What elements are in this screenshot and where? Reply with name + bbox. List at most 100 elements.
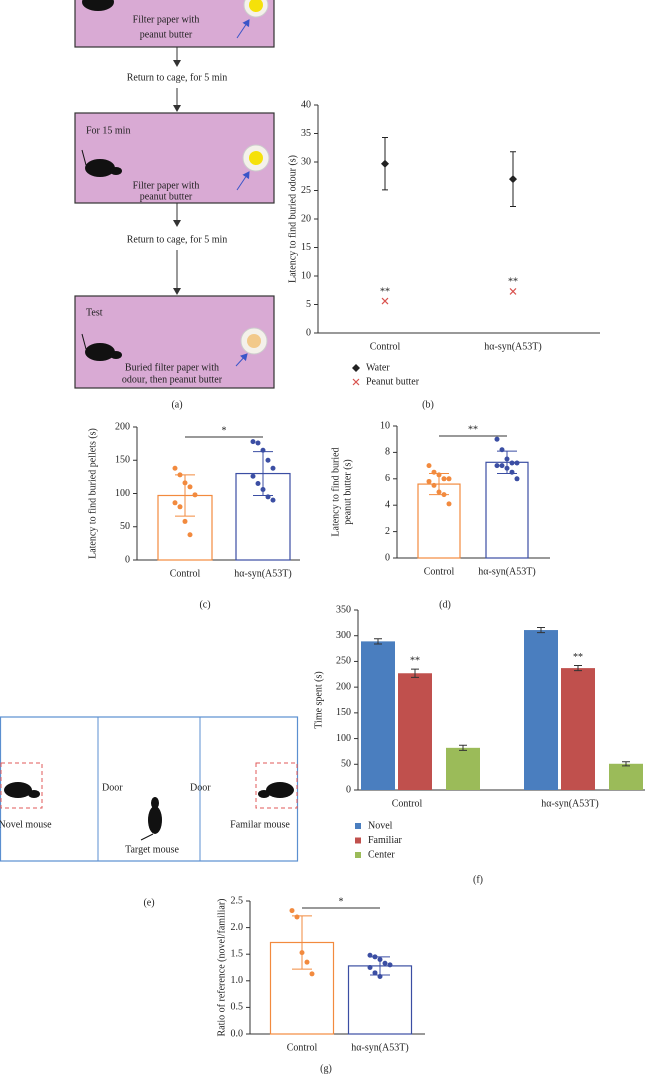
caption: (g): [320, 1063, 332, 1074]
data-point: [187, 532, 193, 538]
data-point: [441, 476, 447, 482]
data-point: [289, 908, 295, 914]
data-point: [504, 465, 510, 471]
legend-swatch: [355, 823, 361, 829]
y-tick-label: 300: [336, 630, 351, 641]
data-point: [431, 482, 437, 488]
data-point: [509, 460, 515, 466]
box-heading: For 15 min: [86, 125, 130, 136]
data-point: [299, 950, 305, 956]
x-tick-label: Control: [370, 341, 401, 352]
data-point: [270, 465, 276, 471]
point: [381, 297, 389, 305]
data-point: [255, 440, 261, 446]
y-tick-label: 6: [385, 473, 390, 484]
data-point: [265, 494, 271, 500]
y-tick-label: 4: [385, 499, 390, 510]
pointer: [236, 171, 250, 191]
mouse-head: [151, 797, 159, 809]
y-tick-label: 0: [385, 552, 390, 563]
caption: (e): [143, 897, 154, 908]
data-point: [304, 959, 310, 965]
y-tick-label: 200: [336, 681, 351, 692]
data-point: [255, 481, 261, 487]
legend-marker: [352, 364, 360, 372]
mouse-head: [28, 790, 40, 798]
caption: (b): [422, 399, 434, 410]
arena-diagram: Door Door Novel mouse Familar mouse Targ…: [0, 716, 299, 908]
buried-odour: [247, 334, 261, 348]
caption: (f): [473, 874, 483, 885]
protocol-diagram: Filter paper with peanut butter Return t…: [74, 0, 275, 410]
legend-label: Novel: [368, 820, 393, 831]
cage: [0, 762, 43, 809]
y-tick-label: 50: [341, 759, 351, 770]
mouse-head: [110, 351, 122, 359]
data-point: [309, 971, 315, 977]
error-bar: [622, 761, 630, 767]
data-point: [177, 472, 183, 478]
data-point: [367, 952, 373, 958]
caption: (a): [171, 399, 182, 410]
data-point: [265, 457, 271, 463]
box: [74, 112, 275, 204]
data-point: [436, 472, 442, 478]
y-tick-label: 100: [336, 733, 351, 744]
data-point: [426, 463, 432, 469]
label: Novel mouse: [0, 819, 52, 830]
y-tick-label: 5: [306, 299, 311, 310]
caption: (c): [199, 599, 210, 610]
x-tick-label: hα-syn(A53T): [351, 1042, 408, 1053]
mouse-tail: [81, 333, 87, 350]
mouse-icon: [266, 782, 294, 798]
bar: [361, 641, 395, 790]
peanut-butter: [249, 151, 263, 165]
mouse-tail: [81, 149, 87, 166]
y-axis-label: Latency to find buried: [330, 447, 341, 536]
x-tick-label: Control: [392, 798, 423, 809]
box-text: peanut butter: [140, 29, 193, 40]
point: [509, 287, 517, 295]
data-point: [514, 476, 520, 482]
significance: *: [339, 896, 344, 907]
box-text: Buried filter paper with: [125, 362, 219, 373]
y-axis-label: Time spent (s): [313, 671, 324, 728]
arena: [0, 716, 299, 862]
data-point: [377, 957, 383, 963]
x-tick-label: Control: [170, 568, 201, 579]
mouse-icon: [82, 0, 114, 11]
y-tick-label: 1.5: [231, 948, 244, 959]
significance: **: [508, 277, 518, 288]
y-tick-label: 25: [301, 185, 311, 196]
data-point: [372, 970, 378, 976]
data-point: [377, 974, 383, 980]
error-bar: [374, 638, 382, 645]
data-point: [382, 960, 388, 966]
y-axis-label: peanut butter (s): [342, 459, 353, 525]
step-text: Return to cage, for 5 min: [127, 72, 228, 83]
y-axis-label: Latency to find buried pellets (s): [87, 428, 98, 559]
data-point: [192, 492, 198, 498]
step-text: Return to cage, for 5 min: [127, 234, 228, 245]
error-bar: [459, 744, 467, 751]
bar: [446, 747, 480, 790]
y-tick-label: 2: [385, 526, 390, 537]
data-point: [367, 965, 373, 970]
door-label: Door: [190, 782, 211, 793]
data-point: [182, 480, 188, 486]
mouse-head: [110, 167, 122, 175]
data-point: [494, 463, 500, 469]
significance: *: [222, 425, 227, 436]
caption: (d): [439, 599, 451, 610]
data-point: [504, 456, 510, 462]
bar: [485, 461, 529, 559]
bar: [561, 668, 595, 790]
data-point: [172, 465, 178, 471]
significance: **: [410, 655, 420, 666]
data-point: [446, 501, 452, 507]
mouse-icon: [148, 806, 162, 834]
y-tick-label: 200: [115, 421, 130, 432]
box-text: Filter paper with: [133, 14, 200, 25]
data-point: [499, 463, 505, 469]
data-point: [250, 473, 256, 479]
